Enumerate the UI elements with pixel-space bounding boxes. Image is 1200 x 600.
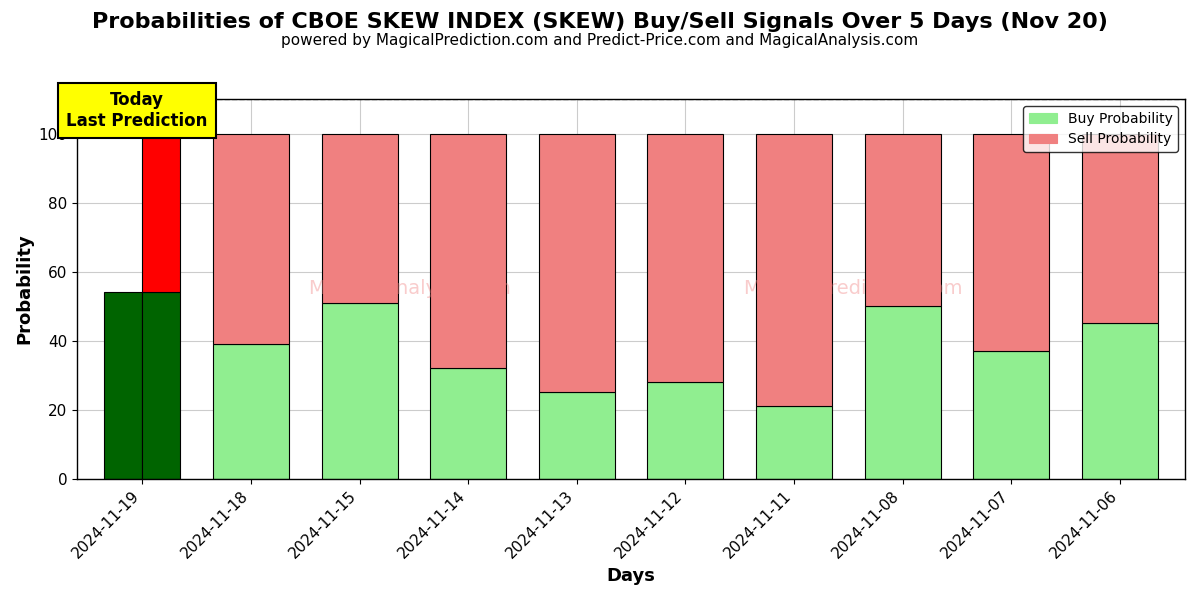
Bar (430, 134, 506, 368)
Bar (864, 306, 941, 479)
Text: MagicalPrediction.com: MagicalPrediction.com (743, 280, 962, 298)
Bar (143, 134, 180, 292)
Text: Probabilities of CBOE SKEW INDEX (SKEW) Buy/Sell Signals Over 5 Days (Nov 20): Probabilities of CBOE SKEW INDEX (SKEW) … (92, 12, 1108, 32)
Bar (539, 134, 614, 392)
Text: MagicalAnalysis.com: MagicalAnalysis.com (308, 280, 511, 298)
Bar (864, 134, 941, 306)
Bar (973, 134, 1049, 351)
Bar (322, 134, 397, 303)
Bar (539, 392, 614, 479)
Bar (647, 382, 724, 479)
Bar (647, 134, 724, 382)
Bar (322, 303, 397, 479)
Bar (756, 134, 832, 406)
X-axis label: Days: Days (607, 567, 655, 585)
Bar (212, 134, 289, 344)
Text: Today
Last Prediction: Today Last Prediction (66, 91, 208, 130)
Text: powered by MagicalPrediction.com and Predict-Price.com and MagicalAnalysis.com: powered by MagicalPrediction.com and Pre… (281, 33, 919, 48)
Bar (104, 292, 143, 479)
Bar (1082, 134, 1158, 323)
Bar (1082, 323, 1158, 479)
Bar (756, 406, 832, 479)
Bar (430, 368, 506, 479)
Bar (212, 344, 289, 479)
Y-axis label: Probability: Probability (14, 233, 32, 344)
Bar (143, 292, 180, 479)
Legend: Buy Probability, Sell Probability: Buy Probability, Sell Probability (1024, 106, 1178, 152)
Bar (973, 351, 1049, 479)
